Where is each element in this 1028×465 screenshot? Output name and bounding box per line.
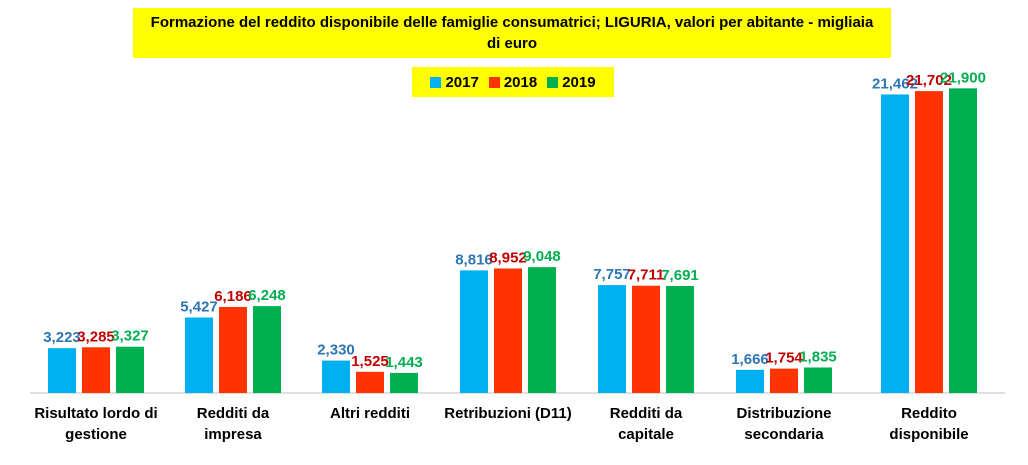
bar-2017-5 — [736, 369, 764, 393]
data-label-2019-2: 1,443 — [385, 354, 423, 371]
bar-2017-6 — [881, 94, 909, 394]
data-label-2019-1: 6,248 — [248, 287, 286, 304]
bar-2017-0 — [48, 348, 76, 393]
legend-swatch-2017 — [430, 76, 442, 88]
data-label-2018-6: 21,702 — [906, 72, 952, 89]
category-label-3-0: Retribuzioni (D11) — [444, 405, 572, 422]
category-label-1-0: Redditi da — [197, 405, 270, 422]
data-label-2018-3: 8,952 — [489, 249, 527, 266]
bar-2019-0 — [116, 346, 144, 393]
category-label-5-1: secondaria — [744, 426, 824, 443]
data-label-2018-2: 1,525 — [351, 353, 389, 370]
legend-swatch-2019 — [547, 76, 559, 88]
data-label-2019-6: 21,900 — [940, 69, 986, 86]
bar-2018-0 — [82, 347, 110, 393]
data-label-2017-5: 1,666 — [731, 351, 769, 368]
data-label-2019-3: 9,048 — [523, 248, 561, 265]
bar-2019-6 — [949, 88, 977, 393]
chart-title-box: Formazione del reddito disponibile delle… — [133, 8, 891, 58]
legend-item-2018: 2018 — [488, 73, 538, 91]
bar-2018-5 — [770, 368, 798, 393]
data-label-2018-1: 6,186 — [214, 288, 252, 305]
data-label-2018-0: 3,285 — [77, 328, 115, 345]
chart-legend: 2017 2018 2019 — [412, 67, 614, 97]
bar-2019-5 — [804, 367, 832, 393]
legend-label-2017: 2017 — [445, 73, 479, 91]
bar-2018-2 — [356, 371, 384, 393]
chart-title: Formazione del reddito disponibile delle… — [150, 14, 874, 52]
bar-2019-4 — [666, 286, 694, 393]
legend-label-2018: 2018 — [503, 73, 538, 91]
bar-2018-6 — [915, 91, 943, 393]
category-label-4-1: capitale — [618, 426, 674, 443]
data-label-2019-5: 1,835 — [799, 348, 837, 365]
category-label-6-0: Reddito — [901, 405, 957, 422]
category-label-4-0: Redditi da — [610, 405, 683, 422]
bar-2018-1 — [219, 306, 247, 393]
legend-item-2017: 2017 — [430, 73, 479, 91]
bar-2018-4 — [632, 285, 660, 393]
legend-item-2019: 2019 — [547, 73, 596, 91]
category-label-2-0: Altri redditi — [330, 405, 410, 422]
data-label-2017-2: 2,330 — [317, 342, 355, 359]
data-label-2018-5: 1,754 — [765, 350, 803, 367]
data-label-2017-1: 5,427 — [180, 299, 218, 316]
data-label-2018-4: 7,711 — [628, 267, 665, 284]
category-label-0-1: gestione — [65, 426, 127, 443]
bar-2019-1 — [253, 306, 281, 393]
bar-2018-3 — [494, 268, 522, 393]
data-label-2017-4: 7,757 — [593, 266, 631, 283]
category-label-1-1: impresa — [204, 426, 262, 443]
bar-2019-2 — [390, 372, 418, 393]
data-label-2019-0: 3,327 — [111, 328, 149, 345]
bar-2017-2 — [322, 360, 350, 393]
bar-2019-3 — [528, 267, 556, 393]
data-label-2017-6: 21,462 — [872, 75, 918, 92]
category-label-0-0: Risultato lordo di — [34, 405, 157, 422]
bar-2017-1 — [185, 317, 213, 393]
bar-2017-3 — [460, 270, 488, 393]
data-label-2019-4: 7,691 — [661, 267, 699, 284]
data-label-2017-0: 3,223 — [43, 329, 81, 346]
bar-2017-4 — [598, 285, 626, 393]
legend-label-2019: 2019 — [562, 73, 596, 91]
category-label-6-1: disponibile — [889, 426, 968, 443]
category-label-5-0: Distribuzione — [736, 405, 831, 422]
data-label-2017-3: 8,816 — [455, 251, 493, 268]
legend-swatch-2018 — [488, 76, 500, 88]
